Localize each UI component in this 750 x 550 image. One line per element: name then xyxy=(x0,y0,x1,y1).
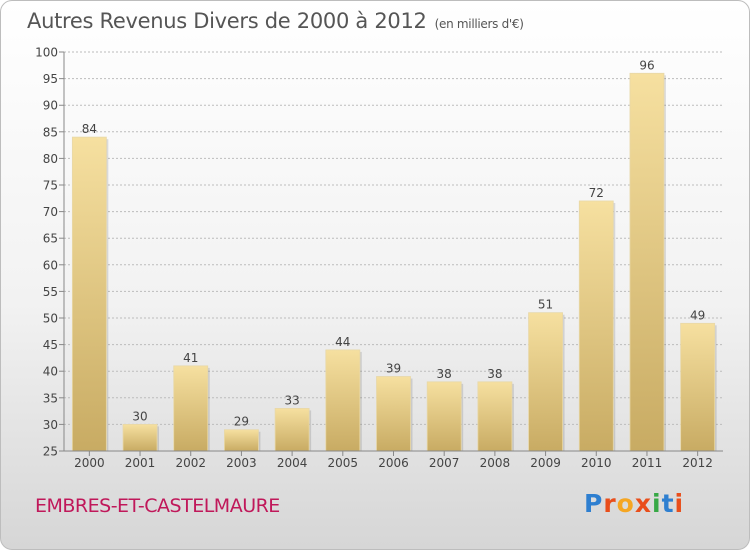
bar xyxy=(274,408,310,452)
bar-value-label: 39 xyxy=(386,362,401,376)
bar-value-label: 72 xyxy=(589,186,604,200)
y-tick-label: 45 xyxy=(43,338,58,352)
x-tick-label: 2001 xyxy=(125,456,156,470)
bar-value-label: 84 xyxy=(82,122,97,136)
x-tick-label: 2012 xyxy=(682,456,713,470)
bars: 84 30 41 29 33 44 39 38 38 51 72 96 49 xyxy=(71,58,717,452)
y-tick-label: 25 xyxy=(43,445,58,459)
x-tick-label: 2000 xyxy=(74,456,105,470)
y-tick-label: 55 xyxy=(43,285,58,299)
bar xyxy=(477,381,513,452)
y-tick-label: 75 xyxy=(43,179,58,193)
x-tick-label: 2007 xyxy=(429,456,460,470)
x-tick-label: 2006 xyxy=(378,456,409,470)
y-tick-label: 35 xyxy=(43,391,58,405)
bar-value-label: 29 xyxy=(234,415,249,429)
bar-value-label: 38 xyxy=(487,367,502,381)
y-tick-label: 90 xyxy=(43,99,58,113)
y-tick-label: 70 xyxy=(43,205,58,219)
bar xyxy=(528,312,563,452)
logo-letter: P xyxy=(584,489,604,518)
y-tick-label: 100 xyxy=(35,46,58,60)
x-tick-label: 2009 xyxy=(530,456,561,470)
y-tick-label: 95 xyxy=(43,72,58,86)
bar xyxy=(325,349,361,452)
bar xyxy=(426,381,462,452)
bar-value-label: 33 xyxy=(284,393,299,407)
bar-value-label: 38 xyxy=(437,367,452,381)
bar-value-label: 30 xyxy=(132,409,147,423)
x-tick-label: 2010 xyxy=(581,456,612,470)
bar xyxy=(173,365,209,452)
y-tick-label: 40 xyxy=(43,365,58,379)
x-tick-label: 2003 xyxy=(226,456,257,470)
x-tick-label: 2008 xyxy=(480,456,511,470)
y-tick-label: 50 xyxy=(43,312,58,326)
proxiti-logo: Proxiti xyxy=(584,489,684,518)
chart-title: Autres Revenus Divers de 2000 à 2012 (en … xyxy=(27,9,524,33)
chart-title-text: Autres Revenus Divers de 2000 à 2012 xyxy=(27,9,427,33)
logo-letter: t xyxy=(661,489,675,518)
y-tick-label: 30 xyxy=(43,418,58,432)
logo-letter: i xyxy=(674,489,685,518)
x-tick-label: 2005 xyxy=(328,456,359,470)
bar xyxy=(122,423,158,452)
bar xyxy=(578,200,614,452)
bar xyxy=(224,429,259,452)
y-tick-label: 60 xyxy=(43,258,58,272)
logo-letter: i xyxy=(652,489,662,518)
y-tick-label: 65 xyxy=(43,232,58,246)
bar-value-label: 51 xyxy=(538,298,553,312)
x-tick-label: 2004 xyxy=(277,456,308,470)
y-tick-label: 85 xyxy=(43,125,58,139)
axes: 25 30 35 40 45 50 55 60 65 70 75 80 85 90 95 100 2000 200… xyxy=(35,46,723,470)
x-tick-label: 2011 xyxy=(632,456,663,470)
bar xyxy=(71,136,107,452)
bar-value-label: 41 xyxy=(183,351,198,365)
logo-letter: x xyxy=(634,489,652,518)
bar xyxy=(376,376,411,452)
y-tick-label: 80 xyxy=(43,152,58,166)
bar-value-label: 44 xyxy=(335,335,350,349)
x-tick-label: 2002 xyxy=(175,456,206,470)
bar-value-label: 96 xyxy=(639,58,654,72)
logo-letter: o xyxy=(616,489,635,518)
commune-name: EMBRES-ET-CASTELMAURE xyxy=(35,495,280,517)
logo-letter: r xyxy=(603,489,617,518)
bar-value-label: 49 xyxy=(690,308,705,322)
bar xyxy=(629,72,665,452)
chart-unit: (en milliers d'€) xyxy=(434,17,524,31)
bar xyxy=(680,322,716,452)
